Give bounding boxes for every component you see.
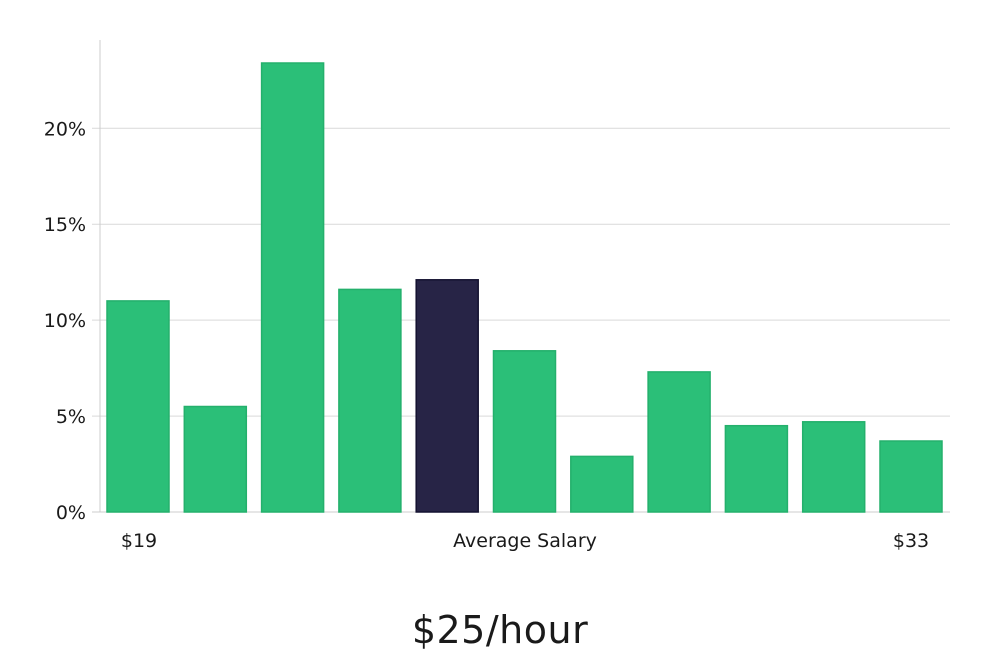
bar: [570, 455, 634, 513]
bar-average-highlight: [415, 279, 479, 513]
y-tick-label: 15%: [44, 214, 86, 236]
x-label-max: $33: [893, 530, 929, 552]
bars: [106, 62, 943, 513]
bar: [260, 62, 325, 513]
y-tick-label: 10%: [44, 310, 86, 332]
bar: [647, 371, 711, 513]
bar: [801, 421, 866, 513]
bar: [879, 440, 943, 513]
bar: [492, 350, 557, 513]
bar: [183, 405, 248, 513]
y-tick-label: 5%: [56, 406, 86, 428]
average-pay-caption: $25/hour: [411, 608, 589, 652]
bar: [724, 424, 789, 513]
y-tick-label: 20%: [44, 118, 86, 140]
x-label-min: $19: [121, 530, 157, 552]
salary-distribution-chart: 0% 5% 10% 15% 20% $19 Average Salary $33: [44, 40, 950, 552]
bar: [106, 300, 170, 513]
x-label-average: Average Salary: [453, 530, 597, 552]
y-tick-label: 0%: [56, 502, 86, 524]
y-tick-labels: 0% 5% 10% 15% 20%: [44, 118, 86, 524]
bar: [338, 288, 402, 513]
